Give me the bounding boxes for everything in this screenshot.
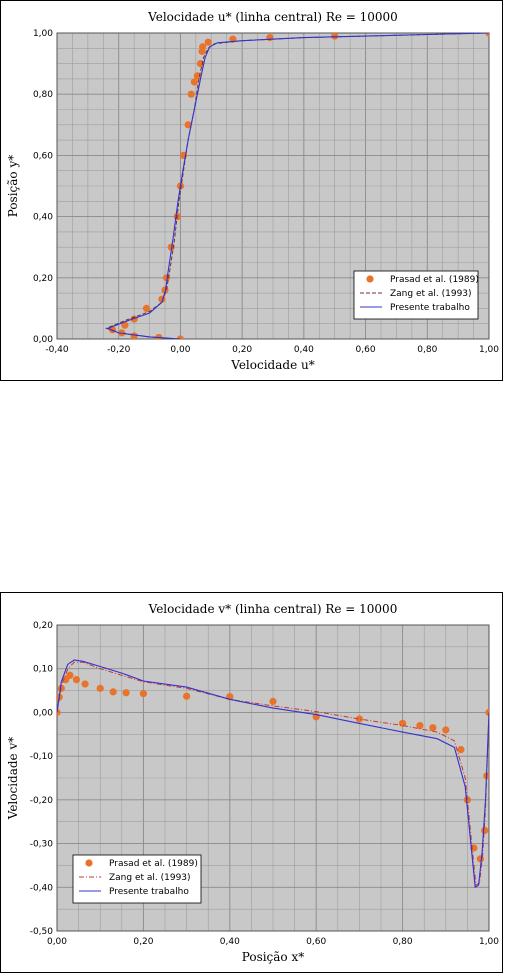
x-tick-label: 0,40: [220, 937, 240, 947]
chart-title: Velocidade u* (linha central) Re = 10000: [147, 10, 398, 24]
data-point-prasad: [485, 33, 489, 37]
y-tick-label: -0,30: [30, 840, 54, 850]
series-group: [105, 33, 489, 339]
chart-u-velocity: -0,40 -0,20 0,00 0,20 0,40 0,60 0,80 1,00 0,00 0,…: [0, 0, 503, 381]
legend-label: Presente trabalho: [390, 303, 470, 313]
data-point-prasad: [142, 304, 151, 312]
legend: Prasad et al. (1989) Zang et al. (1993) Pr…: [72, 854, 202, 904]
y-tick-label: 0,20: [33, 621, 53, 631]
plot-border: [56, 32, 490, 340]
data-point-prasad: [176, 335, 185, 339]
data-point-prasad: [162, 274, 171, 282]
chart-v-velocity: 0,00 0,20 0,40 0,60 0,80 1,00 -0,50 -0,40 -0,30 -…: [0, 592, 503, 973]
data-point-prasad: [355, 715, 363, 723]
y-tick-label: -0,40: [30, 883, 54, 893]
legend-box: [72, 854, 202, 904]
series-line-presente: [106, 33, 489, 339]
data-point-prasad: [183, 692, 191, 700]
data-point-prasad: [266, 33, 274, 42]
chart-title: Velocidade v* (linha central) Re = 10000: [148, 602, 398, 616]
legend-label: Presente trabalho: [109, 887, 189, 897]
series-group: [57, 659, 489, 889]
x-tick-label: 0,00: [170, 345, 190, 355]
x-tick-label: 0,80: [417, 345, 437, 355]
legend-label: Zang et al. (1993): [109, 873, 191, 883]
x-axis-label: Velocidade u*: [230, 358, 314, 372]
data-point-prasad: [81, 680, 89, 688]
y-tick-label: 0,00: [33, 708, 53, 718]
data-point-prasad: [457, 745, 465, 754]
x-tick-label: 0,60: [306, 937, 326, 947]
data-point-prasad: [429, 724, 437, 732]
data-point-prasad: [442, 726, 450, 734]
data-point-prasad: [139, 690, 147, 698]
data-point-prasad: [109, 688, 117, 696]
y-tick-label: 0,40: [33, 213, 53, 223]
data-point-prasad: [199, 43, 207, 51]
data-point-prasad: [57, 708, 61, 717]
x-axis-label: Posição x*: [242, 950, 305, 964]
y-tick-label: 0,10: [33, 665, 53, 675]
x-tick-label: 0,40: [294, 345, 314, 355]
data-point-prasad: [96, 684, 104, 692]
grid: [56, 32, 490, 340]
x-tick-label: -0,40: [45, 345, 69, 355]
chart-u-svg: -0,40 -0,20 0,00 0,20 0,40 0,60 0,80 1,00 0,00 0,…: [6, 10, 499, 372]
data-point-prasad: [72, 676, 81, 684]
legend-marker: [85, 859, 93, 867]
y-tick-label: 0,60: [33, 151, 53, 161]
data-point-prasad: [187, 90, 195, 98]
x-tick-label: 0,20: [232, 345, 252, 355]
y-tick-label: -0,10: [30, 752, 54, 762]
data-point-prasad: [121, 321, 129, 329]
data-point-prasad: [190, 78, 198, 86]
data-point-prasad: [269, 697, 277, 706]
x-tick-label: 0,00: [47, 937, 67, 947]
y-tick-label: 0,00: [33, 335, 53, 345]
data-point-prasad: [416, 721, 424, 730]
data-point-prasad: [62, 676, 70, 684]
data-point-prasad: [193, 72, 201, 80]
x-tick-label: 0,60: [356, 345, 376, 355]
grid: [56, 624, 490, 932]
data-point-prasad: [481, 826, 489, 835]
data-point-prasad: [184, 121, 192, 129]
series-line-zang: [57, 661, 489, 886]
legend-box: [353, 270, 479, 320]
y-tick-label: 0,20: [33, 274, 53, 284]
data-point-prasad: [66, 671, 74, 679]
series-line-presente: [57, 659, 489, 889]
legend-label: Prasad et al. (1989): [109, 859, 198, 869]
x-tick-label: 1,00: [479, 937, 499, 947]
legend: Prasad et al. (1989) Zang et al. (1993) Pr…: [353, 270, 479, 320]
data-point-prasad: [130, 332, 138, 339]
chart-v-svg: 0,00 0,20 0,40 0,60 0,80 1,00 -0,50 -0,40 -0,30 -…: [6, 602, 499, 964]
x-tick-label: 1,00: [479, 345, 499, 355]
legend-marker: [366, 275, 374, 283]
y-tick-label: -0,50: [30, 927, 54, 937]
x-tick-label: 0,20: [133, 937, 153, 947]
legend-label: Zang et al. (1993): [390, 289, 472, 299]
y-axis-label: Velocidade v*: [6, 737, 20, 821]
x-tick-label: 0,80: [393, 937, 413, 947]
y-tick-label: -0,20: [30, 796, 54, 806]
data-point-prasad: [122, 689, 130, 697]
x-tick-label: -0,20: [107, 345, 131, 355]
data-point-prasad: [485, 708, 489, 717]
y-tick-label: 1,00: [33, 29, 53, 39]
data-point-prasad: [331, 33, 339, 40]
data-point-prasad: [204, 38, 212, 46]
y-axis-label: Posição y*: [6, 155, 20, 218]
y-tick-label: 0,80: [33, 90, 53, 100]
data-point-prasad: [167, 243, 175, 251]
legend-label: Prasad et al. (1989): [390, 275, 479, 285]
